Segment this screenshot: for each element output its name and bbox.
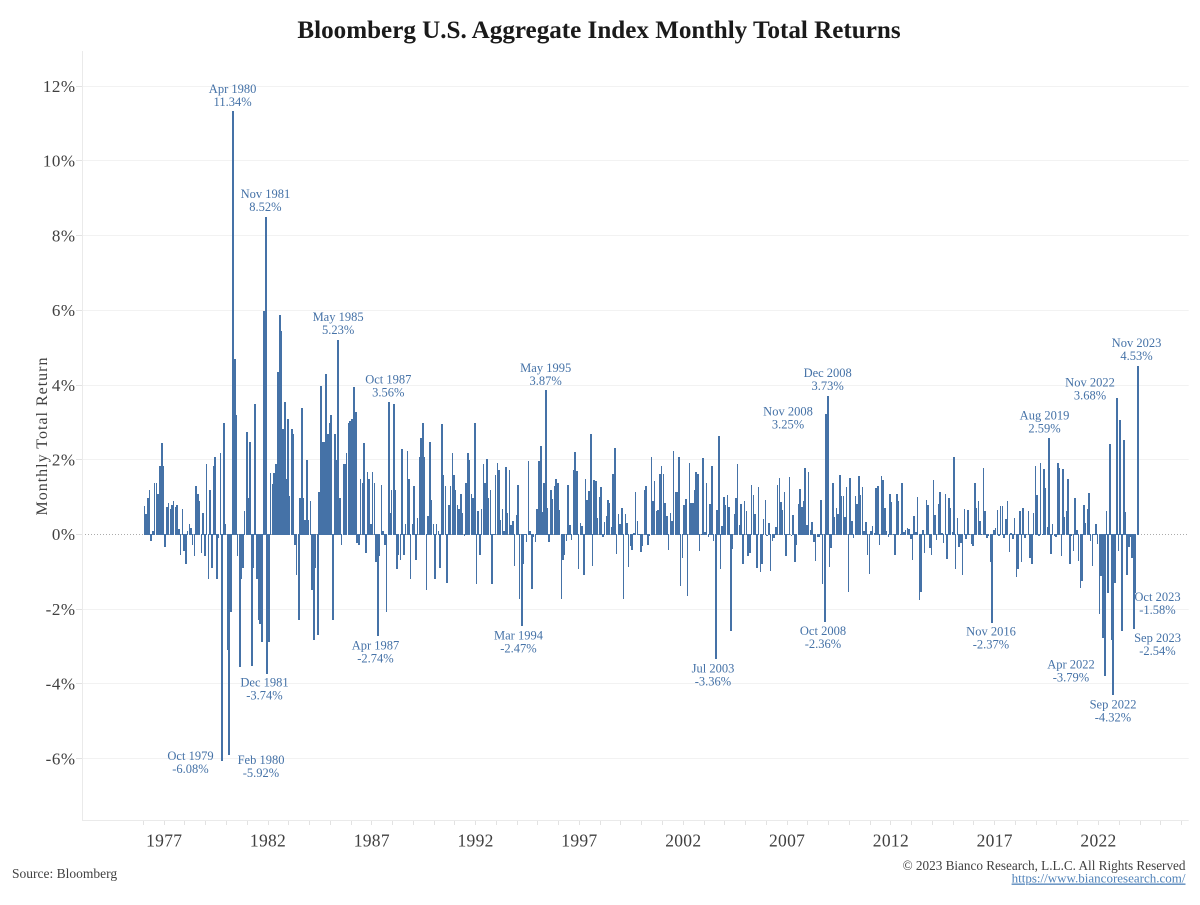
svg-text:Nov 2022: Nov 2022 (1065, 376, 1115, 390)
svg-text:8.52%: 8.52% (249, 200, 281, 214)
svg-text:Nov 2008: Nov 2008 (763, 405, 813, 419)
svg-text:Apr 1987: Apr 1987 (352, 638, 400, 652)
svg-text:2002: 2002 (665, 831, 701, 851)
svg-text:3.25%: 3.25% (772, 418, 804, 432)
svg-text:2012: 2012 (873, 831, 909, 851)
svg-text:Monthly Total Return: Monthly Total Return (34, 356, 51, 515)
svg-text:2007: 2007 (769, 831, 805, 851)
svg-text:-6%: -6% (46, 749, 76, 768)
svg-text:-1.58%: -1.58% (1139, 603, 1175, 617)
svg-text:Nov 2023: Nov 2023 (1112, 336, 1162, 350)
svg-text:3.87%: 3.87% (530, 374, 562, 388)
svg-text:-3.74%: -3.74% (246, 688, 282, 702)
svg-text:Dec 1981: Dec 1981 (240, 675, 288, 689)
svg-text:-4.32%: -4.32% (1095, 711, 1131, 725)
svg-text:Feb 1980: Feb 1980 (238, 753, 285, 767)
svg-text:-2.36%: -2.36% (805, 637, 841, 651)
svg-text:-2.37%: -2.37% (973, 638, 1009, 652)
svg-text:-3.36%: -3.36% (695, 675, 731, 689)
svg-text:-2.47%: -2.47% (500, 641, 536, 655)
svg-text:May 1995: May 1995 (520, 361, 571, 375)
svg-text:https://www.biancoresearch.com: https://www.biancoresearch.com/ (1012, 871, 1186, 886)
svg-text:-5.92%: -5.92% (243, 766, 279, 780)
svg-text:Nov 1981: Nov 1981 (241, 187, 291, 201)
svg-text:Bloomberg U.S. Aggregate Index: Bloomberg U.S. Aggregate Index Monthly T… (297, 17, 900, 44)
svg-text:0%: 0% (52, 525, 76, 544)
svg-text:1982: 1982 (250, 831, 286, 851)
svg-text:Source: Bloomberg: Source: Bloomberg (12, 866, 117, 881)
svg-text:3.73%: 3.73% (812, 379, 844, 393)
svg-text:Apr 1980: Apr 1980 (209, 82, 257, 96)
svg-text:Sep 2023: Sep 2023 (1134, 631, 1181, 645)
svg-text:Oct 2008: Oct 2008 (800, 624, 846, 638)
svg-text:-4%: -4% (46, 675, 76, 694)
svg-text:12%: 12% (43, 77, 76, 96)
svg-text:Aug 2019: Aug 2019 (1020, 409, 1070, 423)
svg-text:-6.08%: -6.08% (172, 762, 208, 776)
svg-text:1997: 1997 (561, 831, 597, 851)
svg-text:Oct 2023: Oct 2023 (1134, 590, 1180, 604)
svg-text:-2%: -2% (46, 600, 76, 619)
svg-text:6%: 6% (52, 301, 76, 320)
svg-text:Oct 1987: Oct 1987 (365, 372, 411, 386)
svg-text:Dec 2008: Dec 2008 (804, 366, 852, 380)
svg-text:3.68%: 3.68% (1074, 389, 1106, 403)
svg-text:Oct 1979: Oct 1979 (167, 749, 213, 763)
svg-text:4.53%: 4.53% (1120, 349, 1152, 363)
svg-text:2022: 2022 (1080, 831, 1116, 851)
svg-text:-2.74%: -2.74% (357, 651, 393, 665)
svg-text:Jul 2003: Jul 2003 (692, 662, 735, 676)
svg-text:3.56%: 3.56% (372, 385, 404, 399)
svg-text:1992: 1992 (457, 831, 493, 851)
svg-text:Sep 2022: Sep 2022 (1090, 698, 1137, 712)
svg-text:10%: 10% (43, 152, 76, 171)
svg-text:May 1985: May 1985 (313, 310, 364, 324)
svg-text:2.59%: 2.59% (1028, 422, 1060, 436)
svg-text:Apr 2022: Apr 2022 (1047, 658, 1095, 672)
svg-text:Nov 2016: Nov 2016 (966, 625, 1016, 639)
svg-text:11.34%: 11.34% (214, 95, 252, 109)
svg-text:8%: 8% (52, 226, 76, 245)
svg-text:1977: 1977 (146, 831, 182, 851)
svg-text:1987: 1987 (354, 831, 390, 851)
svg-text:© 2023 Bianco Research, L.L.C.: © 2023 Bianco Research, L.L.C. All Right… (903, 858, 1186, 873)
svg-text:-3.79%: -3.79% (1053, 671, 1089, 685)
svg-text:2%: 2% (52, 451, 76, 470)
svg-text:5.23%: 5.23% (322, 323, 354, 337)
svg-text:Mar 1994: Mar 1994 (494, 628, 544, 642)
svg-text:4%: 4% (52, 376, 76, 395)
svg-text:2017: 2017 (977, 831, 1013, 851)
svg-text:-2.54%: -2.54% (1139, 644, 1175, 658)
